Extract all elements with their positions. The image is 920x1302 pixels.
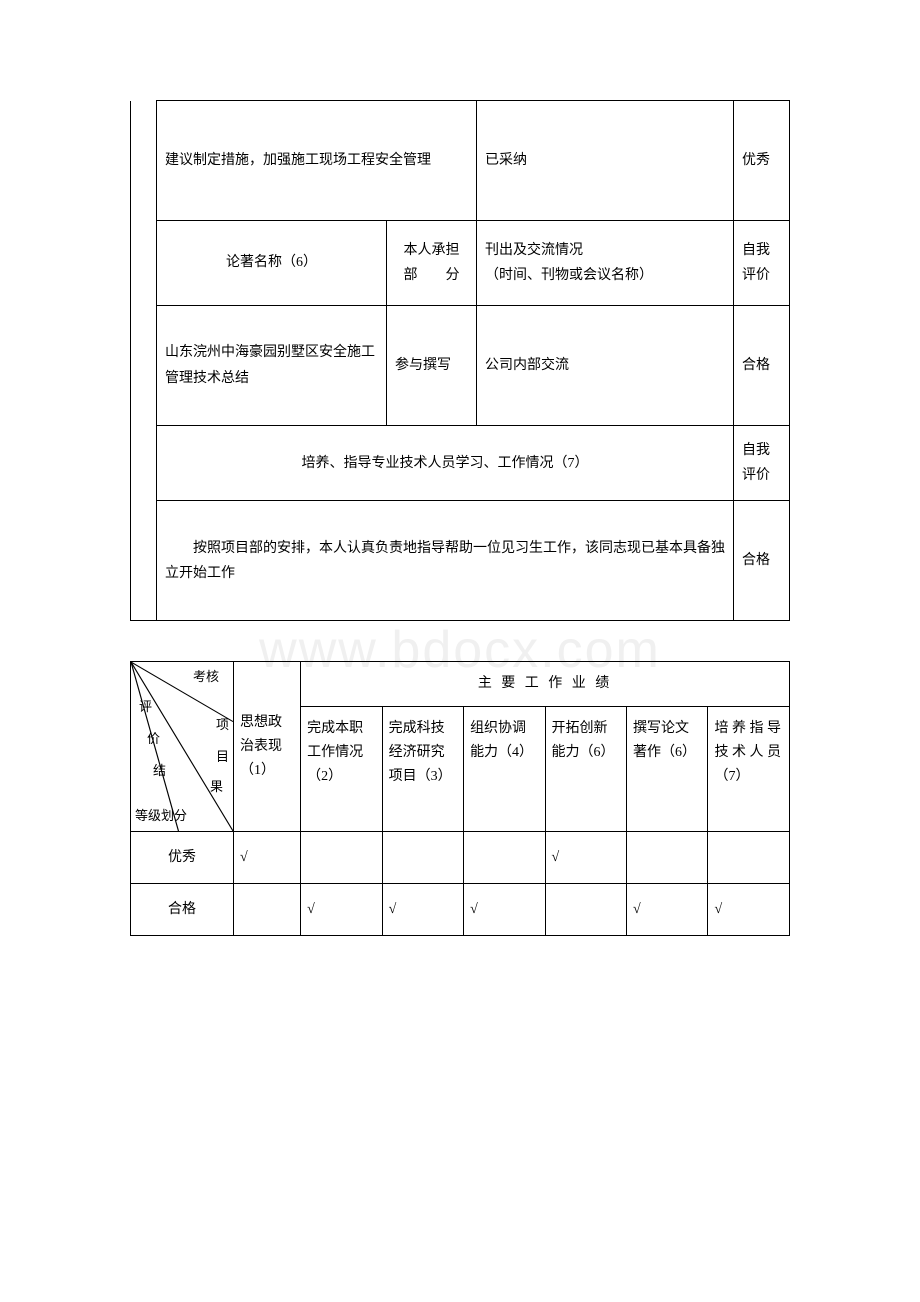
paper-eval: 合格: [734, 306, 790, 426]
col-coord: 组织协调能力（4）: [464, 707, 545, 832]
paper-role-header: 本人承担 部 分: [387, 221, 477, 306]
check-excellent-3: [382, 832, 463, 884]
main-header: 主 要 工 作 业 绩: [301, 662, 790, 707]
suggestion-content: 建议制定措施，加强施工现场工程安全管理: [157, 101, 477, 221]
training-header: 培养、指导专业技术人员学习、工作情况（7）: [157, 426, 734, 501]
col-work: 完成本职工作情况（2）: [301, 707, 382, 832]
side-column: [131, 101, 157, 621]
evaluation-table-1: 建议制定措施，加强施工现场工程安全管理 已采纳 优秀 论著名称（6） 本人承担 …: [130, 100, 790, 621]
suggestion-eval: 优秀: [734, 101, 790, 221]
training-content: 按照项目部的安排，本人认真负责地指导帮助一位见习生工作，该同志现已基本具备独立开…: [157, 501, 734, 621]
training-eval-header: 自我 评价: [734, 426, 790, 501]
check-excellent-7: [708, 832, 790, 884]
col-innovate: 开拓创新能力（6）: [545, 707, 626, 832]
grade-excellent: 优秀: [131, 832, 234, 884]
training-eval: 合格: [734, 501, 790, 621]
col-research: 完成科技经济研究项目（3）: [382, 707, 463, 832]
check-pass-4: √: [464, 884, 545, 936]
check-excellent-1: √: [234, 832, 301, 884]
paper-publish-header: 刊出及交流情况 （时间、刊物或会议名称）: [477, 221, 734, 306]
col-paper: 撰写论文著作（6）: [627, 707, 708, 832]
check-pass-7: √: [708, 884, 790, 936]
check-pass-6: √: [627, 884, 708, 936]
check-pass-5: [545, 884, 626, 936]
paper-eval-header: 自我 评价: [734, 221, 790, 306]
check-excellent-6: [627, 832, 708, 884]
col-thought: 思想政治表现（1）: [234, 662, 301, 832]
evaluation-table-2: 考核 评 项 价 目 结 果 等级划分 思想政治表现（1） 主 要 工 作 业 …: [130, 661, 790, 936]
col-train: 培 养 指 导技 术 人 员（7）: [708, 707, 790, 832]
check-excellent-5: √: [545, 832, 626, 884]
check-pass-3: √: [382, 884, 463, 936]
check-excellent-2: [301, 832, 382, 884]
check-pass-2: √: [301, 884, 382, 936]
paper-name: 山东浣州中海豪园别墅区安全施工管理技术总结: [157, 306, 387, 426]
paper-publish: 公司内部交流: [477, 306, 734, 426]
check-excellent-4: [464, 832, 545, 884]
grade-pass: 合格: [131, 884, 234, 936]
diagonal-header: 考核 评 项 价 目 结 果 等级划分: [131, 662, 234, 832]
check-pass-1: [234, 884, 301, 936]
suggestion-status: 已采纳: [477, 101, 734, 221]
paper-role: 参与撰写: [387, 306, 477, 426]
paper-name-header: 论著名称（6）: [157, 221, 387, 306]
